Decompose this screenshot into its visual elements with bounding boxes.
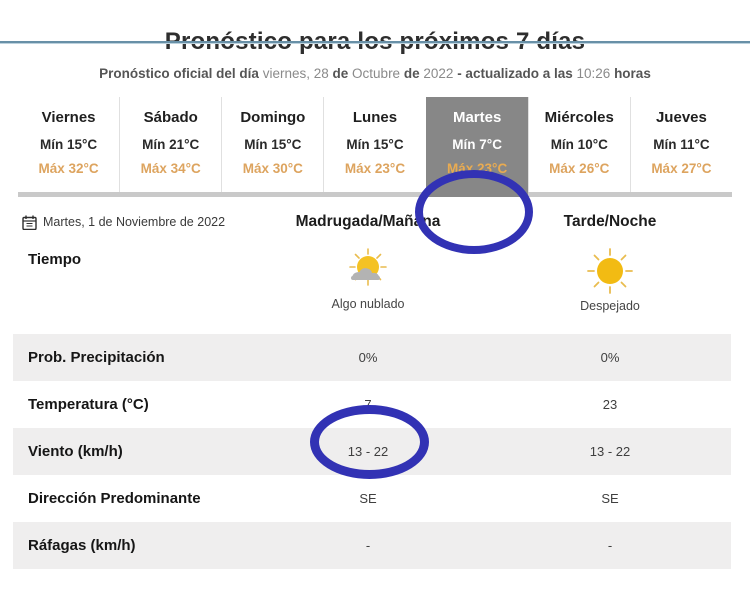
value-morning: SE [359,491,377,506]
value-evening: 0% [600,350,620,365]
row-label: Prob. Precipitación [28,349,165,366]
column-header-morning: Madrugada/Mañana [295,213,441,230]
row-viento: Viento (km/h) 13 - 22 13 - 22 [13,428,731,475]
subtitle-part: Pronóstico oficial del día [99,66,259,81]
selected-date-label: Martes, 1 de Noviembre de 2022 [43,215,226,229]
value-evening: 23 [602,397,618,412]
tab-max-temp: Máx 23°C [344,161,406,176]
value-evening: 13 - 22 [589,444,631,459]
weather-caption: Despejado [580,299,640,313]
subtitle-part: horas [614,66,651,81]
tab-min-temp: Mín 15°C [346,137,404,152]
value-evening: SE [601,491,619,506]
value-morning: 0% [358,350,378,365]
value-morning: 7 [364,397,372,412]
tab-day-label: Martes [452,109,502,126]
value-morning: 13 - 22 [347,444,389,459]
subtitle-part: 10:26 [576,66,611,81]
row-label: Ráfagas (km/h) [28,537,136,554]
tab-day-label: Sábado [143,109,198,126]
tab-max-temp: Máx 30°C [242,161,303,176]
tab-miercoles[interactable]: Miércoles Mín 10°C Máx 26°C [527,97,630,192]
subtitle-part: 2022 [423,66,454,81]
tab-domingo[interactable]: Domingo Mín 15°C Máx 30°C [221,97,323,192]
forecast-subtitle: Pronóstico oficial del día viernes, 28 d… [0,66,750,81]
tab-min-temp: Mín 21°C [142,137,200,152]
row-tiempo: Tiempo Algo nublado [13,239,731,334]
row-precipitacion: Prob. Precipitación 0% 0% [13,334,731,381]
subtitle-part: de [332,66,349,81]
weather-caption: Algo nublado [331,297,405,311]
tab-max-temp: Máx 27°C [651,161,712,176]
subtitle-part: - actualizado a las [457,66,573,81]
tab-strip-underline [18,192,732,197]
day-tab-strip: Viernes Mín 15°C Máx 32°C Sábado Mín 21°… [18,97,732,197]
tab-martes-selected[interactable]: Martes Mín 7°C Máx 23°C [425,97,528,197]
tab-max-temp: Máx 34°C [140,161,201,176]
calendar-icon [22,215,37,230]
row-label: Dirección Predominante [28,490,201,507]
weather-cell-evening: Despejado [489,247,731,313]
row-temperatura: Temperatura (°C) 7 23 [13,381,731,428]
tab-max-temp: Máx 32°C [38,161,99,176]
sun-icon [586,247,634,295]
value-evening: - [607,538,613,553]
top-divider-line [0,41,750,44]
tab-min-temp: Mín 10°C [550,137,608,152]
row-label: Tiempo [28,251,82,268]
date-header-row: Martes, 1 de Noviembre de 2022 Madrugada… [13,213,731,231]
tab-max-temp: Máx 26°C [549,161,610,176]
value-morning: - [365,538,371,553]
tab-min-temp: Mín 15°C [39,137,98,152]
tab-min-temp: Mín 15°C [244,137,302,152]
tab-viernes[interactable]: Viernes Mín 15°C Máx 32°C [18,97,119,192]
tab-day-label: Miércoles [544,109,614,126]
sun-behind-cloud-icon [342,247,394,293]
tab-day-label: Lunes [352,109,398,126]
tab-min-temp: Mín 11°C [653,137,710,152]
subtitle-part: de [403,66,420,81]
weather-cell-morning: Algo nublado [247,247,489,311]
subtitle-part: viernes, 28 [262,66,329,81]
tab-day-label: Domingo [240,109,306,126]
tab-jueves[interactable]: Jueves Mín 11°C Máx 27°C [629,97,732,192]
tab-day-label: Jueves [655,109,707,126]
column-header-evening: Tarde/Noche [563,213,657,230]
row-rafagas: Ráfagas (km/h) - - [13,522,731,569]
row-label: Temperatura (°C) [28,396,149,413]
subtitle-part: Octubre [352,66,401,81]
row-direccion: Dirección Predominante SE SE [13,475,731,522]
tab-day-label: Viernes [41,109,96,126]
row-label: Viento (km/h) [28,443,123,460]
tab-max-temp: Máx 23°C [447,161,508,176]
tab-sabado[interactable]: Sábado Mín 21°C Máx 34°C [119,97,221,192]
tab-lunes[interactable]: Lunes Mín 15°C Máx 23°C [323,97,425,192]
selected-date: Martes, 1 de Noviembre de 2022 [13,215,247,230]
tab-min-temp: Mín 7°C [452,137,502,152]
